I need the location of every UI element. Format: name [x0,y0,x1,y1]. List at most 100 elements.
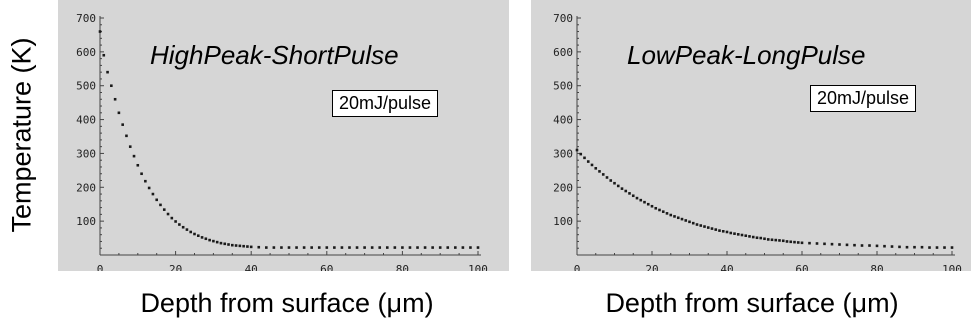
data-point [744,234,748,238]
data-point [725,230,729,234]
data-point [808,241,811,245]
data-point [703,225,706,228]
data-point [393,246,397,249]
y-axis-label-container: Temperature (K) [0,0,44,270]
y-tick-label: 400 [553,114,573,127]
data-point [774,238,778,242]
x-tick-label: 60 [795,263,808,271]
data-point [193,232,196,236]
plot-area-left: 100 200 300 400 500 600 700 0 20 40 60 80 100 [76,12,488,271]
y-tick-label: 200 [553,181,573,194]
data-point [913,245,916,249]
data-point [688,220,691,224]
y-tick-label: 500 [553,80,573,93]
data-point [196,234,200,238]
data-point [714,228,718,231]
data-point [598,170,601,173]
data-point [748,235,751,238]
data-point [170,216,174,220]
x-tick-label: 100 [468,263,488,271]
data-point [830,242,834,246]
data-point [185,228,189,231]
data-point [766,238,770,241]
data-point [853,243,856,247]
data-point [699,224,703,227]
data-point [416,246,419,249]
data-point [325,246,329,249]
data-point [778,239,781,242]
x-tick-label: 0 [97,263,104,271]
data-point [340,246,344,249]
x-tick-label: 20 [645,263,658,271]
data-point [162,208,166,211]
data-point [793,240,796,244]
data-point [575,148,579,152]
data-point [257,245,261,249]
data-point [355,246,359,249]
x-axis-label-left: Depth from surface (μm) [140,288,434,318]
data-point [691,221,695,225]
data-point [624,189,628,193]
data-point [461,246,465,249]
data-point [800,241,804,245]
data-point [166,212,170,216]
data-point [950,246,954,249]
data-point [155,198,158,202]
data-point [759,236,763,240]
data-point [110,84,113,88]
data-point [710,227,714,230]
data-point [718,229,721,232]
data-point [310,246,313,249]
data-point [781,239,785,243]
data-point [121,123,124,126]
data-point [684,219,688,222]
data-point [609,179,613,182]
data-point [845,243,849,247]
data-point [227,243,230,246]
data-point [265,246,268,249]
y-tick-label: 200 [76,181,96,194]
data-point [789,240,793,244]
data-point [295,246,298,249]
data-point [242,244,245,248]
data-point [729,231,733,235]
data-point [438,246,442,249]
data-point [223,242,227,246]
data-point [620,187,624,190]
data-point [650,204,654,208]
data-point [348,246,351,249]
x-tick-label: 100 [942,263,962,271]
data-point [287,246,291,249]
x-tick-label: 80 [870,263,883,271]
data-point [590,163,594,167]
data-point [106,70,109,74]
data-point [98,30,102,33]
y-tick-label: 600 [76,46,96,59]
data-point [658,208,661,212]
data-point [151,192,155,196]
data-point [125,134,128,138]
data-point [890,245,894,248]
data-point [147,186,151,190]
x-tick-label: 80 [396,263,409,271]
data-point [431,246,434,249]
data-point [838,243,841,246]
y-axis-label: Temperature (K) [6,37,37,233]
data-point [117,111,121,115]
x-tick-label: 40 [245,263,258,271]
data-point [454,246,457,249]
data-point [174,220,177,223]
data-point [363,246,366,249]
y-tick-label: 700 [553,12,573,25]
data-point [246,245,249,248]
y-tick-label: 300 [76,147,96,160]
data-point [751,235,755,239]
data-point [616,184,620,188]
x-axis-label-right: Depth from surface (μm) [605,288,899,318]
data-point [673,215,676,218]
x-tick-label: 0 [574,263,581,271]
data-point [144,179,147,183]
y-tick-label: 600 [553,46,573,59]
data-point [317,246,321,249]
y-tick-label: 100 [553,215,573,228]
